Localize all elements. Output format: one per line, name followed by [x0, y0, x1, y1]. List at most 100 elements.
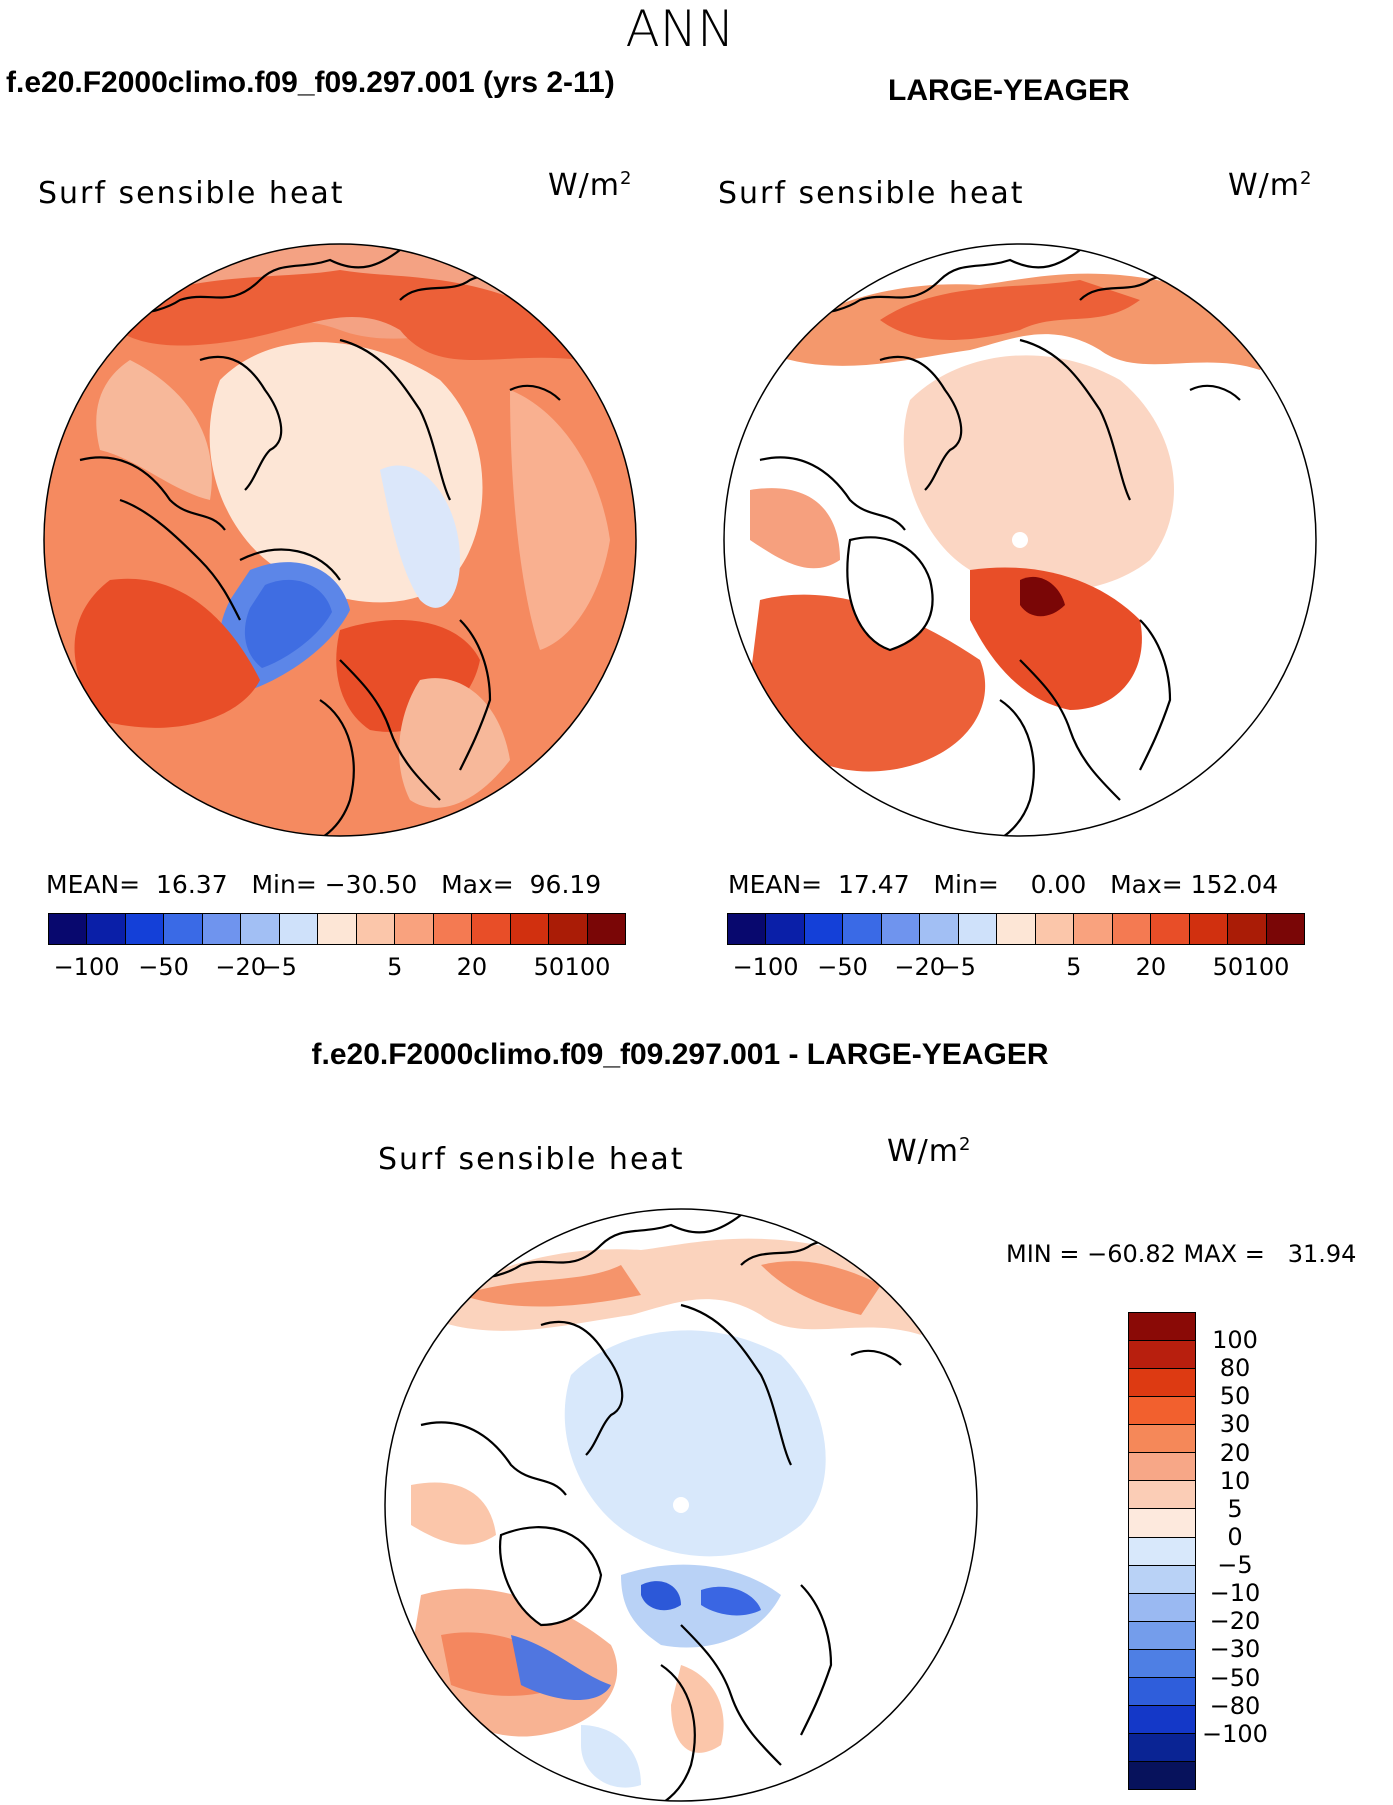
right-colorbar-bin — [920, 914, 959, 944]
diff-colorbar — [1128, 1312, 1196, 1790]
left-colorbar-tick-label: −50 — [138, 953, 189, 981]
diff-colorbar-tick-label: −10 — [1209, 1579, 1261, 1608]
diff-colorbar-bin — [1129, 1649, 1195, 1678]
diff-colorbar-tick-label: 20 — [1219, 1438, 1251, 1467]
right-colorbar-tick-label: 50 — [1212, 953, 1244, 981]
left-colorbar-bin — [279, 914, 319, 944]
diff-colorbar-bin — [1129, 1453, 1195, 1482]
diff-colorbar-bin — [1129, 1593, 1195, 1622]
right-colorbar-bin — [1189, 914, 1229, 944]
diff-colorbar-tick-label: 100 — [1212, 1326, 1258, 1355]
diff-colorbar-bin — [1129, 1762, 1195, 1790]
right-colorbar-tick-label: −100 — [732, 953, 799, 981]
diff-colorbar-tick-label: −20 — [1209, 1607, 1261, 1636]
left-colorbar-bin — [87, 914, 126, 944]
left-colorbar-bin — [318, 914, 357, 944]
left-colorbar-tick-label: 5 — [387, 953, 403, 981]
left-colorbar-tick-label: −100 — [53, 953, 120, 981]
left-colorbar-bin — [241, 914, 280, 944]
diff-colorbar-tick-label: −50 — [1209, 1663, 1261, 1692]
right-colorbar-tick-label: 5 — [1066, 953, 1082, 981]
right-colorbar-bin — [843, 914, 882, 944]
left-colorbar-tick-label: 100 — [564, 953, 611, 981]
diff-colorbar-tick-label: 80 — [1219, 1354, 1251, 1383]
left-variable-label: Surf sensible heat — [38, 176, 345, 211]
left-colorbar-bin — [202, 914, 242, 944]
diff-variable-label: Surf sensible heat — [378, 1142, 685, 1177]
left-polar-map — [43, 243, 637, 837]
diff-colorbar-bin — [1129, 1425, 1195, 1454]
left-colorbar-bin — [587, 914, 626, 944]
left-colorbar-bin — [510, 914, 550, 944]
season-title: ANN — [625, 0, 735, 58]
diff-colorbar-bin — [1129, 1537, 1195, 1566]
diff-colorbar-bin — [1129, 1313, 1195, 1342]
diff-colorbar-bin — [1129, 1509, 1195, 1538]
right-colorbar-bin — [958, 914, 998, 944]
diff-colorbar-bin — [1129, 1369, 1195, 1398]
diff-colorbar-tick-label: 10 — [1219, 1466, 1251, 1495]
diff-colorbar-tick-label: 30 — [1219, 1410, 1251, 1439]
right-colorbar-bin — [728, 914, 767, 944]
diff-colorbar-tick-label: 0 — [1227, 1522, 1243, 1551]
right-colorbar-bin — [1151, 914, 1190, 944]
diff-colorbar-bin — [1129, 1341, 1195, 1370]
left-panel-title: f.e20.F2000climo.f09_f09.297.001 (yrs 2-… — [6, 66, 615, 99]
right-variable-label: Surf sensible heat — [718, 176, 1025, 211]
right-colorbar-tick-label: 100 — [1243, 953, 1290, 981]
left-colorbar-bin — [356, 914, 396, 944]
left-colorbar-bin — [433, 914, 473, 944]
right-polar-map — [723, 243, 1317, 837]
diff-colorbar-bin — [1129, 1565, 1195, 1594]
left-colorbar-bin — [549, 914, 588, 944]
diff-colorbar-tick-label: −80 — [1209, 1691, 1261, 1720]
diff-colorbar-bin — [1129, 1733, 1195, 1762]
diff-colorbar-bin — [1129, 1677, 1195, 1706]
left-colorbar-tick-label: −5 — [261, 953, 297, 981]
left-colorbar-tick-label: 50 — [533, 953, 565, 981]
diff-colorbar-tick-label: −100 — [1202, 1719, 1268, 1748]
right-colorbar-labels: −100 −50 −20 −5 5 20 50 100 — [727, 953, 1305, 983]
right-colorbar-bin — [1266, 914, 1305, 944]
left-colorbar-tick-label: −20 — [215, 953, 266, 981]
right-colorbar-bin — [766, 914, 805, 944]
diff-units-label: W/m2 — [887, 1134, 972, 1169]
right-colorbar-bin — [881, 914, 921, 944]
diff-colorbar-tick-label: −5 — [1217, 1551, 1253, 1580]
right-panel-title: LARGE-YEAGER — [888, 74, 1130, 107]
diff-minmax: MIN = −60.82 MAX = 31.94 — [1006, 1240, 1357, 1268]
right-colorbar-tick-label: −20 — [894, 953, 945, 981]
right-colorbar-bin — [804, 914, 844, 944]
right-colorbar-bin — [997, 914, 1036, 944]
right-colorbar-bin — [1112, 914, 1152, 944]
left-colorbar-bin — [395, 914, 434, 944]
right-colorbar-bin — [1228, 914, 1267, 944]
diff-colorbar-bin — [1129, 1481, 1195, 1510]
diff-colorbar-bin — [1129, 1397, 1195, 1426]
left-colorbar-bin — [49, 914, 88, 944]
left-stats: MEAN= 16.37 Min= −30.50 Max= 96.19 — [46, 870, 602, 899]
diff-colorbar-tick-label: 5 — [1227, 1494, 1243, 1523]
diff-colorbar-bin — [1129, 1621, 1195, 1650]
diff-colorbar-bin — [1129, 1705, 1195, 1734]
right-colorbar-bin — [1074, 914, 1113, 944]
left-colorbar-bin — [164, 914, 203, 944]
right-colorbar — [727, 913, 1305, 945]
right-colorbar-tick-label: −50 — [817, 953, 868, 981]
right-stats: MEAN= 17.47 Min= 0.00 Max= 152.04 — [728, 870, 1279, 899]
diff-panel-title: f.e20.F2000climo.f09_f09.297.001 - LARGE… — [311, 1038, 1049, 1071]
left-colorbar-tick-label: 20 — [456, 953, 488, 981]
left-units-label: W/m2 — [548, 168, 633, 203]
right-colorbar-bin — [1035, 914, 1075, 944]
diff-polar-map — [384, 1208, 978, 1802]
right-colorbar-tick-label: 20 — [1135, 953, 1167, 981]
left-colorbar-bin — [125, 914, 165, 944]
diff-colorbar-tick-label: 50 — [1219, 1382, 1251, 1411]
right-colorbar-tick-label: −5 — [940, 953, 976, 981]
diff-colorbar-labels: 100 80 50 30 20 10 5 0 −5 −10 −20 −30 −50 −80 −100 — [1200, 1312, 1276, 1790]
left-colorbar-labels: −100 −50 −20 −5 5 20 50 100 — [48, 953, 626, 983]
left-colorbar — [48, 913, 626, 945]
diff-colorbar-tick-label: −30 — [1209, 1635, 1261, 1664]
right-units-label: W/m2 — [1228, 168, 1313, 203]
left-colorbar-bin — [472, 914, 511, 944]
